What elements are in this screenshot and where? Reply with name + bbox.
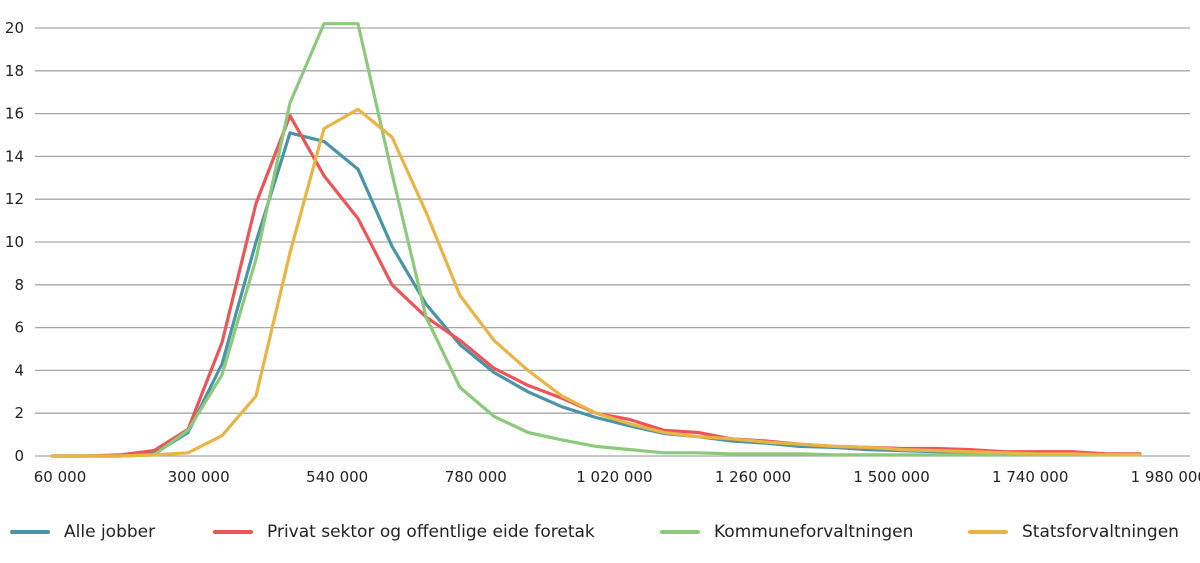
x-tick-label: 1 740 000 — [992, 468, 1068, 486]
x-tick-label: 1 260 000 — [715, 468, 791, 486]
x-tick-label: 1 020 000 — [576, 468, 652, 486]
y-tick-label: 14 — [5, 147, 24, 165]
series-line-3 — [50, 107, 1142, 458]
y-tick-label: 12 — [5, 190, 24, 208]
legend-swatch — [660, 530, 700, 534]
line-chart: 0 2 4 6 8 10 12 14 16 18 20 60 000 300 000 540 000 78… — [5, 19, 1200, 486]
y-tick-label: 4 — [14, 361, 24, 379]
y-axis-ticks: 0 2 4 6 8 10 12 14 16 18 20 — [5, 19, 24, 465]
y-tick-label: 0 — [14, 447, 24, 465]
legend-swatch — [213, 530, 253, 534]
y-tick-label: 18 — [5, 62, 24, 80]
x-axis-ticks: 60 000 300 000 540 000 780 000 1 020 000 1 26… — [34, 468, 1200, 486]
y-tick-label: 6 — [14, 319, 24, 337]
x-tick-label: 60 000 — [34, 468, 87, 486]
y-tick-label: 20 — [5, 19, 24, 37]
legend-item: Kommuneforvaltningen — [660, 522, 913, 542]
series-lines — [50, 22, 1142, 458]
legend-label: Alle jobber — [64, 522, 156, 542]
legend-item: Privat sektor og offentlige eide foretak — [213, 522, 595, 542]
legend-item: Statsforvaltningen — [968, 522, 1179, 542]
legend-label: Privat sektor og offentlige eide foretak — [267, 522, 595, 542]
y-tick-label: 2 — [14, 404, 24, 422]
legend: Alle jobber Privat sektor og offentlige e… — [0, 522, 1200, 552]
y-tick-label: 16 — [5, 105, 24, 123]
series-line-2 — [50, 22, 1142, 458]
legend-item: Alle jobber — [10, 522, 155, 542]
legend-label: Kommuneforvaltningen — [714, 522, 914, 542]
legend-label: Statsforvaltningen — [1022, 522, 1179, 542]
series-line-0 — [50, 131, 1142, 458]
y-tick-label: 10 — [5, 233, 24, 251]
series-line-1 — [50, 114, 1142, 458]
x-tick-label: 780 000 — [445, 468, 507, 486]
x-tick-label: 1 980 000 — [1131, 468, 1200, 486]
gridlines — [35, 27, 1190, 457]
legend-swatch — [10, 530, 50, 534]
x-tick-label: 540 000 — [306, 468, 368, 486]
legend-swatch — [968, 530, 1008, 534]
y-tick-label: 8 — [14, 276, 24, 294]
x-tick-label: 300 000 — [168, 468, 230, 486]
x-tick-label: 1 500 000 — [853, 468, 929, 486]
